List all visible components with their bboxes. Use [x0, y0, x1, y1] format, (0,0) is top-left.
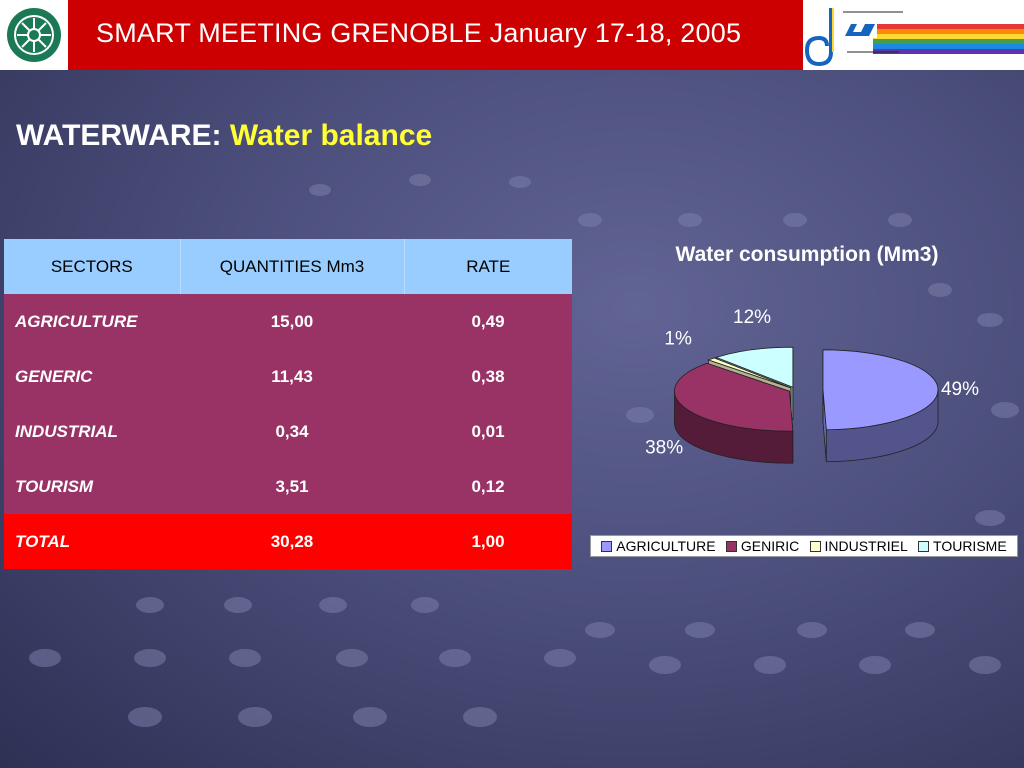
sector-cell: AGRICULTURE	[4, 294, 180, 349]
legend-item: GENIRIC	[725, 538, 800, 554]
legend-swatch	[809, 540, 821, 552]
table-row: TOURISM 3,51 0,12	[4, 459, 572, 514]
quantity-cell: 15,00	[180, 294, 404, 349]
table-total-row: TOTAL 30,28 1,00	[4, 514, 572, 569]
legend-label: TOURISME	[933, 538, 1007, 554]
rate-cell: 0,01	[404, 404, 572, 459]
legend-item: TOURISME	[918, 538, 1007, 554]
legend-swatch	[601, 540, 613, 552]
pie-slice-geniric	[674, 362, 794, 464]
quantity-cell: 0,34	[180, 404, 404, 459]
organization-logo	[0, 0, 68, 70]
legend-label: GENIRIC	[740, 538, 800, 554]
column-header-rate: RATE	[404, 239, 572, 294]
rate-cell: 0,49	[404, 294, 572, 349]
total-label-cell: TOTAL	[4, 514, 180, 569]
water-consumption-pie-chart: 49% 38% 1% 12%	[645, 307, 979, 464]
legend-item: AGRICULTURE	[601, 538, 716, 554]
column-header-quantities: QUANTITIES Mm3	[180, 239, 405, 294]
chart-legend: AGRICULTURE GENIRIC INDUSTRIEL TOURISME	[590, 535, 1018, 557]
pie-slice-top	[707, 357, 791, 389]
partner-logo	[803, 0, 1024, 70]
sector-cell: INDUSTRIAL	[4, 404, 180, 459]
legend-swatch	[725, 540, 737, 552]
slide-title-accent: Water balance	[229, 119, 433, 152]
pie-percent-label: 38%	[645, 437, 683, 458]
header-bar: SMART MEETING GRENOBLE January 17-18, 20…	[0, 0, 1024, 70]
total-quantity-cell: 30,28	[180, 514, 404, 569]
rate-cell: 0,12	[404, 459, 572, 514]
water-balance-table: SECTORS QUANTITIES Mm3 RATE AGRICULTURE …	[4, 239, 572, 569]
total-rate-cell: 1,00	[404, 514, 572, 569]
table-header-row: SECTORS QUANTITIES Mm3 RATE	[4, 239, 572, 294]
pie-percent-label: 49%	[941, 379, 979, 400]
header-title: SMART MEETING GRENOBLE January 17-18, 20…	[96, 18, 742, 48]
pie-percent-label: 12%	[733, 307, 771, 328]
legend-item: INDUSTRIEL	[809, 538, 908, 554]
legend-label: AGRICULTURE	[616, 538, 716, 554]
chart-title: Water consumption (Mm3)	[675, 243, 939, 266]
legend-swatch	[918, 540, 930, 552]
sector-cell: TOURISM	[4, 459, 180, 514]
quantity-cell: 11,43	[180, 349, 404, 404]
legend-label: INDUSTRIEL	[824, 538, 908, 554]
column-header-sectors: SECTORS	[4, 239, 181, 294]
slide-title-main: WATERWARE:	[16, 119, 222, 152]
pie-slice-top	[822, 349, 939, 431]
table-row: INDUSTRIAL 0,34 0,01	[4, 404, 572, 459]
slide-title: WATERWARE: Water balance	[16, 119, 432, 153]
table-row: AGRICULTURE 15,00 0,49	[4, 294, 572, 349]
table-row: GENERIC 11,43 0,38	[4, 349, 572, 404]
sector-cell: GENERIC	[4, 349, 180, 404]
pie-slice-top	[674, 362, 794, 432]
quantity-cell: 3,51	[180, 459, 404, 514]
pie-slice-top	[715, 346, 794, 388]
rate-cell: 0,38	[404, 349, 572, 404]
pie-percent-label: 1%	[664, 328, 692, 349]
pie-slice-agriculture	[822, 349, 939, 463]
